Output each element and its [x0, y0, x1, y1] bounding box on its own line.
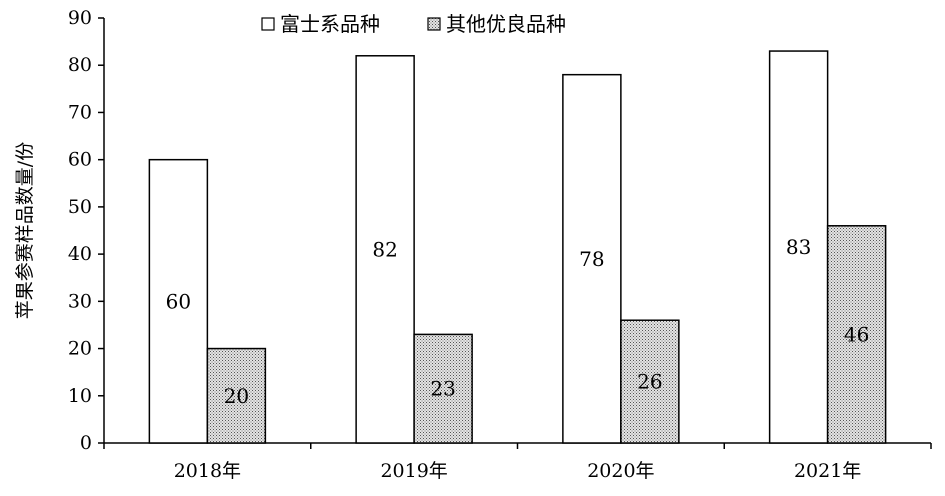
y-tick-label: 80: [68, 54, 92, 76]
y-tick-label: 90: [68, 7, 92, 29]
y-tick-label: 30: [68, 290, 92, 312]
y-tick-label: 0: [80, 432, 92, 454]
bar-fuji-2: [355, 55, 415, 444]
data-labels: 60 20 82 23 78 26 83 46: [166, 235, 870, 408]
bar-other-4: [826, 225, 887, 444]
legend-label: 富士系品种: [280, 12, 380, 36]
data-label-other-2: 23: [430, 377, 455, 401]
data-label-other-4: 46: [844, 322, 869, 346]
bar-fuji-1: [148, 158, 209, 444]
data-label-fuji-3: 78: [579, 247, 604, 271]
bar-fuji-3: [562, 73, 622, 444]
y-tick-label: 60: [68, 149, 92, 171]
y-tick-label: 40: [68, 243, 92, 265]
data-label-other-3: 26: [637, 370, 662, 394]
bars: [148, 50, 887, 444]
x-tick-label: 2019年: [380, 460, 447, 482]
legend-swatch: [261, 17, 275, 31]
legend: 富士系品种 其他优良品种: [261, 12, 566, 36]
legend-label: 其他优良品种: [446, 12, 566, 36]
bar-other-3: [620, 319, 680, 444]
data-label-other-1: 20: [224, 384, 249, 408]
x-tick-label: 2020年: [587, 460, 654, 482]
axes: 0 10 20 30 40 50 60 70 80 90 2018年 2019年 2020年 2021年: [68, 7, 932, 482]
bar-other-2: [413, 333, 473, 444]
y-tick-label: 10: [68, 385, 92, 407]
bar-fuji-4: [768, 50, 829, 444]
data-label-fuji-2: 82: [372, 237, 397, 261]
x-tick-label: 2021年: [794, 460, 861, 482]
y-tick-label: 20: [68, 338, 92, 360]
data-label-fuji-4: 83: [786, 235, 811, 259]
x-tick-label: 2018年: [174, 460, 241, 482]
y-axis-label: 苹果参赛样品数量/份: [14, 142, 36, 319]
y-tick-label: 70: [68, 101, 92, 123]
bar-other-1: [206, 347, 267, 444]
data-label-fuji-1: 60: [166, 289, 191, 313]
y-tick-label: 50: [68, 196, 92, 218]
legend-swatch: [427, 17, 441, 31]
